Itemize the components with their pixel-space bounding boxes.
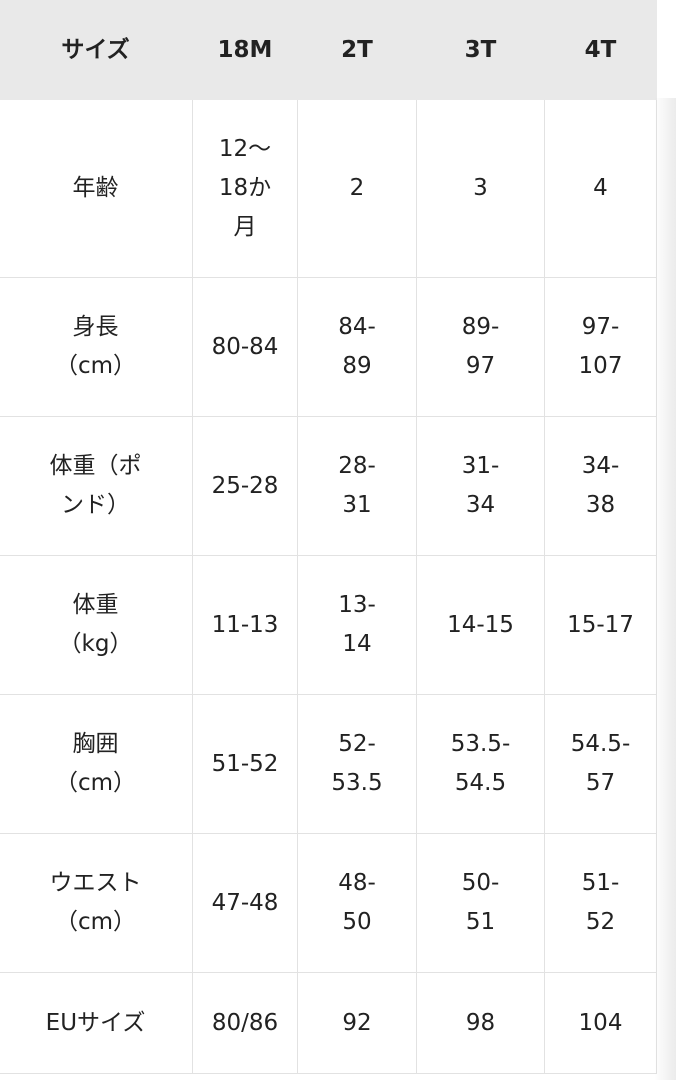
table-cell: 13- 14 [297, 555, 417, 695]
table-cell: 12〜 18か 月 [192, 99, 298, 278]
table-row: 体重（ポ ンド） 25-28 28- 31 31- 34 34- 38 [0, 416, 657, 556]
table-cell: 25-28 [192, 416, 298, 556]
table-cell: 47-48 [192, 833, 298, 973]
row-label: 胸囲 （cm） [0, 694, 193, 834]
header-row: サイズ 18M 2T 3T 4T [0, 0, 657, 100]
table-cell: 2 [297, 99, 417, 278]
table-cell: 51- 52 [544, 833, 657, 973]
row-label: 身長 （cm） [0, 277, 193, 417]
header-cell: 18M [192, 0, 298, 100]
table-cell: 34- 38 [544, 416, 657, 556]
table-cell: 15-17 [544, 555, 657, 695]
row-label: EUサイズ [0, 972, 193, 1074]
table-cell: 92 [297, 972, 417, 1074]
table-cell: 104 [544, 972, 657, 1074]
table-row: 体重 （kg） 11-13 13- 14 14-15 15-17 [0, 555, 657, 695]
table-cell: 80/86 [192, 972, 298, 1074]
table-cell: 54.5- 57 [544, 694, 657, 834]
header-cell: サイズ [0, 0, 193, 100]
table-cell: 3 [416, 99, 545, 278]
table-cell: 52- 53.5 [297, 694, 417, 834]
table-cell: 11-13 [192, 555, 298, 695]
header-cell: 4T [544, 0, 657, 100]
table-cell: 14-15 [416, 555, 545, 695]
header-cell: 3T [416, 0, 545, 100]
table-body: 年齢 12〜 18か 月 2 3 4 身長 （cm） 80-84 84- 89 89- 97 97… [0, 99, 657, 1074]
table-cell: 84- 89 [297, 277, 417, 417]
scroll-shadow [654, 98, 676, 1080]
row-label: ウエスト （cm） [0, 833, 193, 973]
size-table: サイズ 18M 2T 3T 4T 年齢 12〜 18か 月 2 3 4 身長 （cm） 80-84 8… [0, 0, 657, 1074]
table-cell: 51-52 [192, 694, 298, 834]
table-cell: 53.5- 54.5 [416, 694, 545, 834]
row-label: 体重（ポ ンド） [0, 416, 193, 556]
table-cell: 4 [544, 99, 657, 278]
table-row: 身長 （cm） 80-84 84- 89 89- 97 97- 107 [0, 277, 657, 417]
table-cell: 50- 51 [416, 833, 545, 973]
table-row: 胸囲 （cm） 51-52 52- 53.5 53.5- 54.5 54.5- 57 [0, 694, 657, 834]
table-cell: 31- 34 [416, 416, 545, 556]
header-cell: 2T [297, 0, 417, 100]
table-cell: 97- 107 [544, 277, 657, 417]
row-label: 体重 （kg） [0, 555, 193, 695]
table-row: ウエスト （cm） 47-48 48- 50 50- 51 51- 52 [0, 833, 657, 973]
table-cell: 89- 97 [416, 277, 545, 417]
table-cell: 28- 31 [297, 416, 417, 556]
table-cell: 80-84 [192, 277, 298, 417]
table-cell: 48- 50 [297, 833, 417, 973]
row-label: 年齢 [0, 99, 193, 278]
table-cell: 98 [416, 972, 545, 1074]
table-row: EUサイズ 80/86 92 98 104 [0, 972, 657, 1074]
